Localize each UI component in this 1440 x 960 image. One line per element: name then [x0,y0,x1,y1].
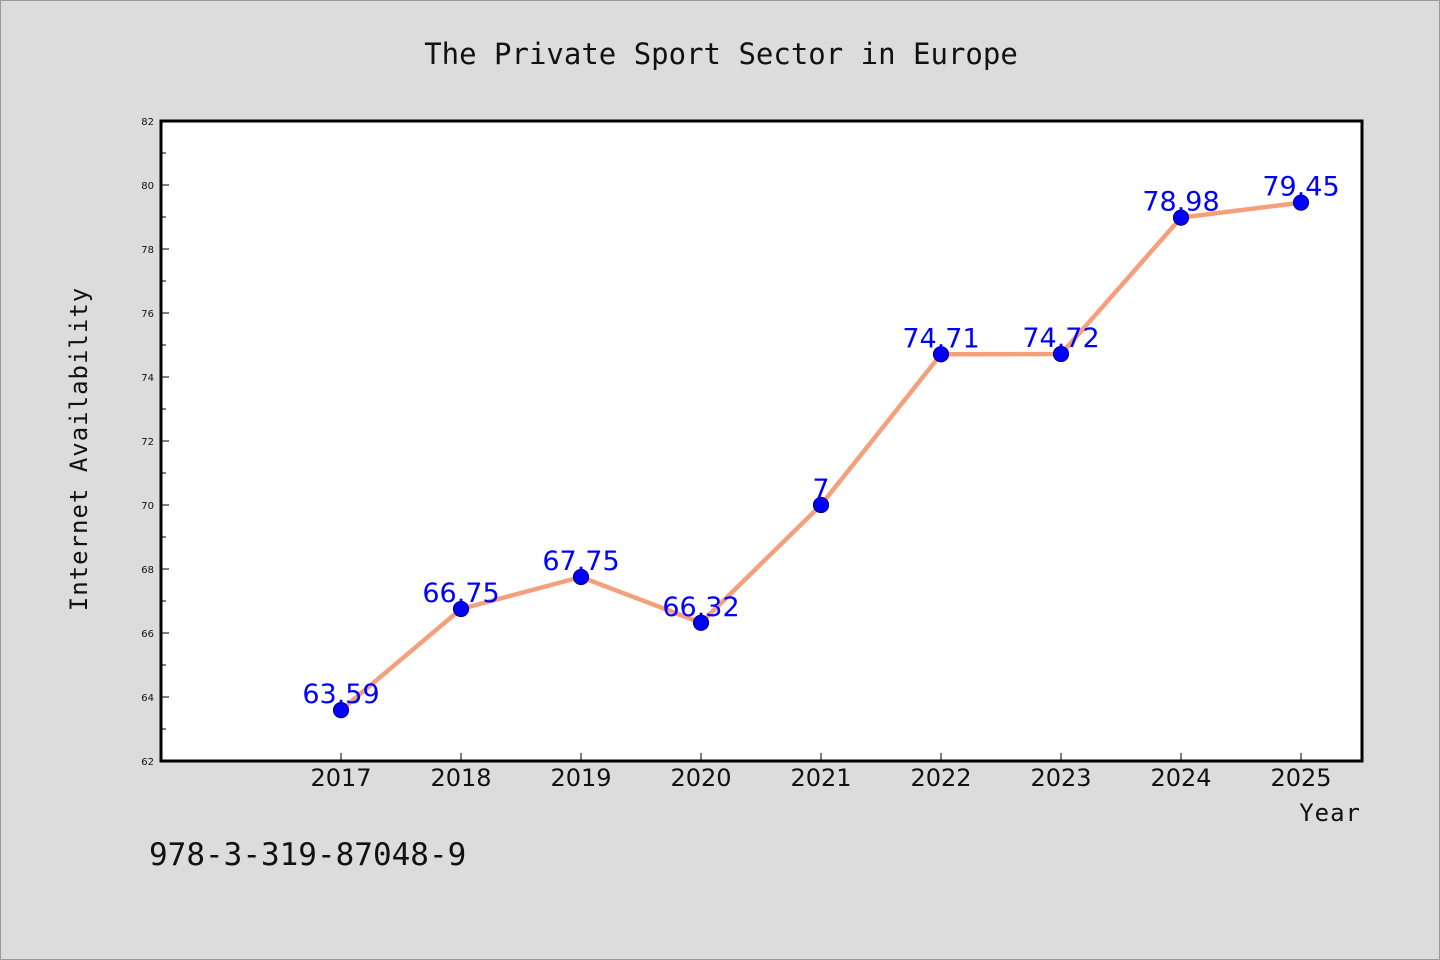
data-point-marker [1052,345,1070,363]
data-point-marker [452,600,470,618]
x-tick-label: 2025 [1270,764,1331,792]
data-label: 7 [812,474,829,505]
y-tick-label: 72 [141,437,154,448]
data-label: 74.72 [1022,323,1099,354]
data-label: 67.75 [542,546,619,577]
data-point-marker [572,568,590,586]
x-axis-label: Year [1299,799,1361,827]
data-label: 79.45 [1262,172,1339,203]
data-label: 66.32 [662,592,739,623]
y-axis: 62 64 66 68 70 72 74 76 78 80 82 [141,117,169,768]
footnote-isbn: 978-3-319-87048-9 [149,837,466,873]
y-axis-label: Internet Availability [65,287,93,611]
data-label: 63.59 [302,679,379,710]
x-axis: 2017 2018 2019 2020 2021 2022 2023 2024 2025 [160,753,1332,792]
x-tick-label: 2018 [430,764,491,792]
data-point-marker [332,702,350,719]
x-tick-label: 2022 [910,764,971,792]
y-tick-label: 66 [141,629,154,640]
data-labels: 63.59 66.75 67.75 66.32 7 74.71 74.72 78.98 79.4… [302,172,1339,711]
data-point-marker [812,496,830,514]
x-tick-label: 2019 [550,764,611,792]
data-label: 74.71 [902,323,979,354]
x-tick-label: 2023 [1030,764,1091,792]
y-tick-label: 78 [141,245,154,256]
x-tick-label: 2017 [310,764,371,792]
y-tick-label: 64 [141,693,154,704]
data-label: 78.98 [1142,187,1219,218]
y-tick-label: 74 [141,373,154,384]
series-markers [332,194,1310,719]
y-tick-label: 68 [141,565,154,576]
data-point-marker [692,614,710,631]
chart-title: The Private Sport Sector in Europe [424,37,1018,71]
y-tick-label: 70 [141,501,154,512]
y-tick-label: 82 [141,117,154,128]
plot-area [159,119,1364,763]
x-tick-label: 2024 [1150,764,1211,792]
x-tick-label: 2021 [790,764,851,792]
data-point-marker [1292,194,1310,211]
y-tick-label: 80 [141,181,154,192]
y-tick-label: 62 [141,757,154,768]
data-point-marker [1172,209,1190,226]
y-tick-label: 76 [141,309,154,320]
data-label: 66.75 [422,578,499,609]
data-point-marker [932,346,950,363]
x-tick-label: 2020 [670,764,731,792]
